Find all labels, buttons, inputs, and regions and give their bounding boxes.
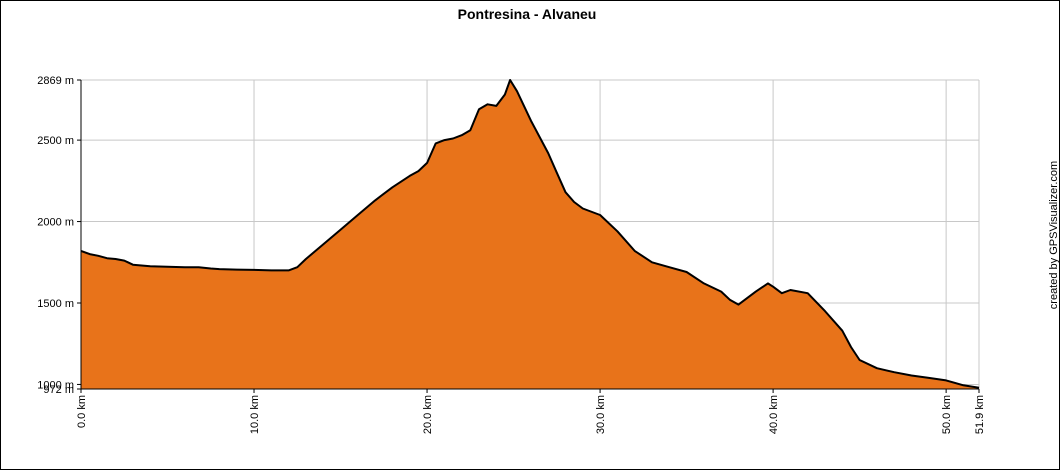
y-tick-label-0: 2869 m (37, 75, 74, 87)
y-tick-label-4: 1000 m (37, 379, 74, 391)
elevation-area (81, 80, 979, 389)
x-tick-label-4: 40.0 km (768, 395, 780, 434)
x-tick-label-0: 0.0 km (76, 395, 88, 428)
y-tick-label-5: 972 m (43, 384, 74, 396)
x-tick-label-5: 50.0 km (941, 395, 953, 434)
chart-title: Pontresina - Alvaneu (458, 6, 597, 22)
axes (80, 80, 979, 390)
x-tick-label-3: 30.0 km (595, 395, 607, 434)
x-tick-label-6: 51.9 km (974, 395, 986, 434)
y-tick-label-3: 1500 m (37, 298, 74, 310)
x-tick-label-1: 10.0 km (249, 395, 261, 434)
y-tick-label-2: 2000 m (37, 217, 74, 229)
x-tick-label-2: 20.0 km (422, 395, 434, 434)
x-axis-ticks: 0.0 km 10.0 km 20.0 km 30.0 km 40.0 km 50.0 k… (76, 389, 986, 434)
credit-label: created by GPSVisualizer.com (1048, 161, 1060, 309)
elevation-line (80, 79, 980, 389)
y-tick-label-1: 2500 m (37, 135, 74, 147)
